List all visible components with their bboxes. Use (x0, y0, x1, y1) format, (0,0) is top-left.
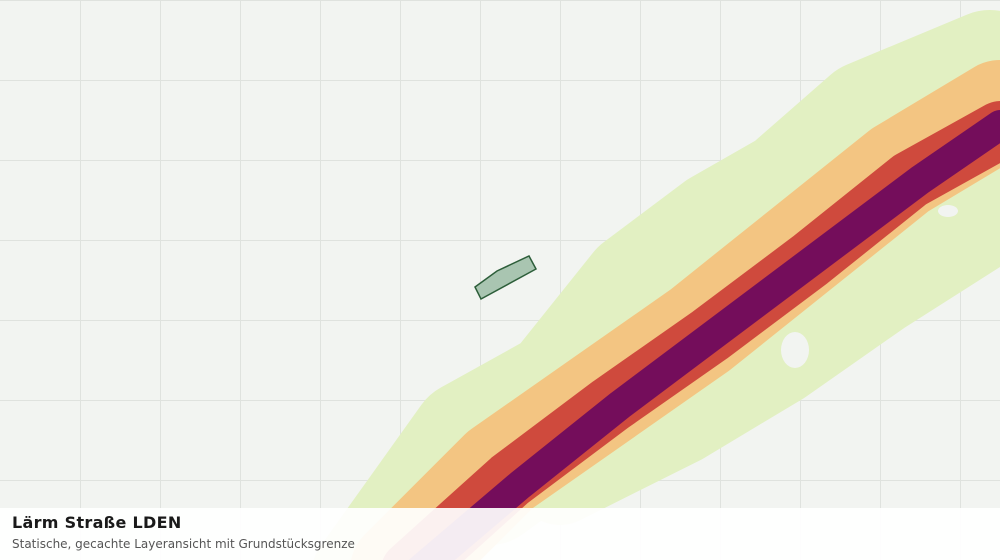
noise-gap (938, 205, 958, 217)
caption-bar: Lärm Straße LDEN Statische, gecachte Lay… (0, 508, 1000, 560)
parcel-boundary[interactable] (474, 255, 538, 301)
noise-layer (313, 10, 1000, 560)
layer-title: Lärm Straße LDEN (12, 513, 182, 532)
noise-gap (781, 332, 809, 368)
layer-subtitle: Statische, gecachte Layeransicht mit Gru… (12, 537, 355, 551)
noise-zone-very-high (408, 110, 1000, 560)
